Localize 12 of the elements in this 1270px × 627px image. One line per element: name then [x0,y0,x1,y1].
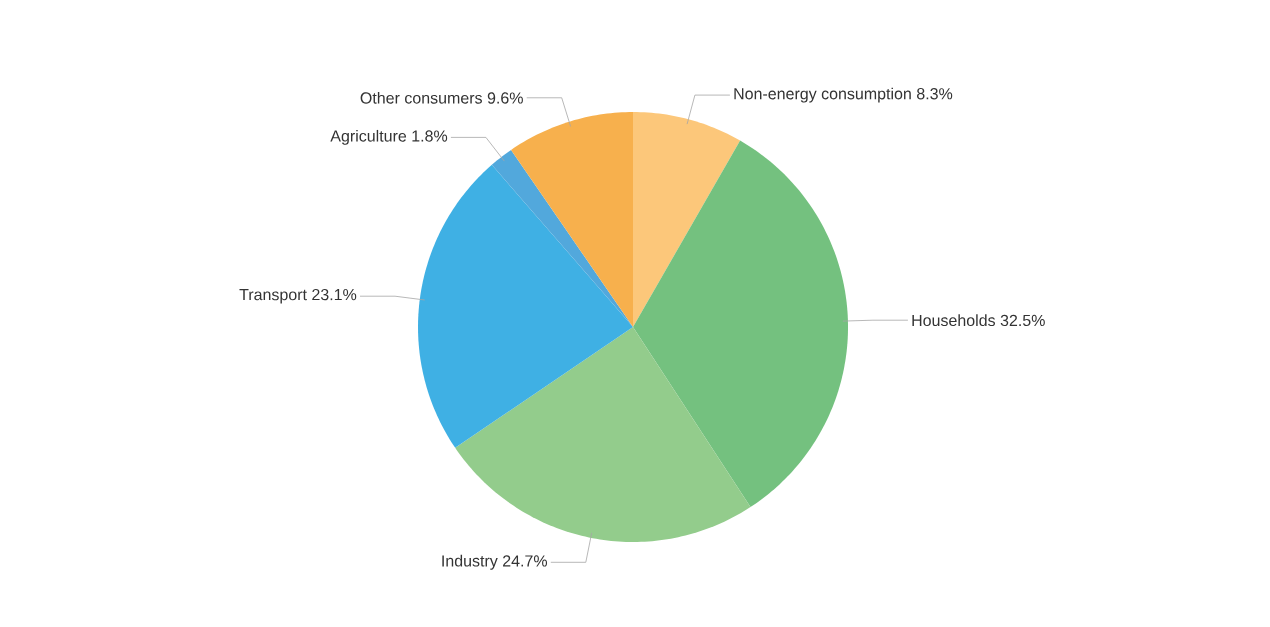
slice-label: Transport [239,289,307,304]
data-label: 23.1% [312,288,357,301]
slice-label: Non-energy consumption [734,87,911,103]
data-label: 32.5% [1000,314,1045,327]
slice-label: Agriculture [330,129,407,145]
slice-label: Industry [442,554,498,570]
data-label: 9.6% [487,92,523,104]
slice-label: Households [912,314,996,327]
data-label: 1.8% [412,130,448,142]
data-label: 24.7% [503,555,548,567]
slice-label: Other consumers [360,91,482,104]
data-label: 8.3% [917,88,953,100]
